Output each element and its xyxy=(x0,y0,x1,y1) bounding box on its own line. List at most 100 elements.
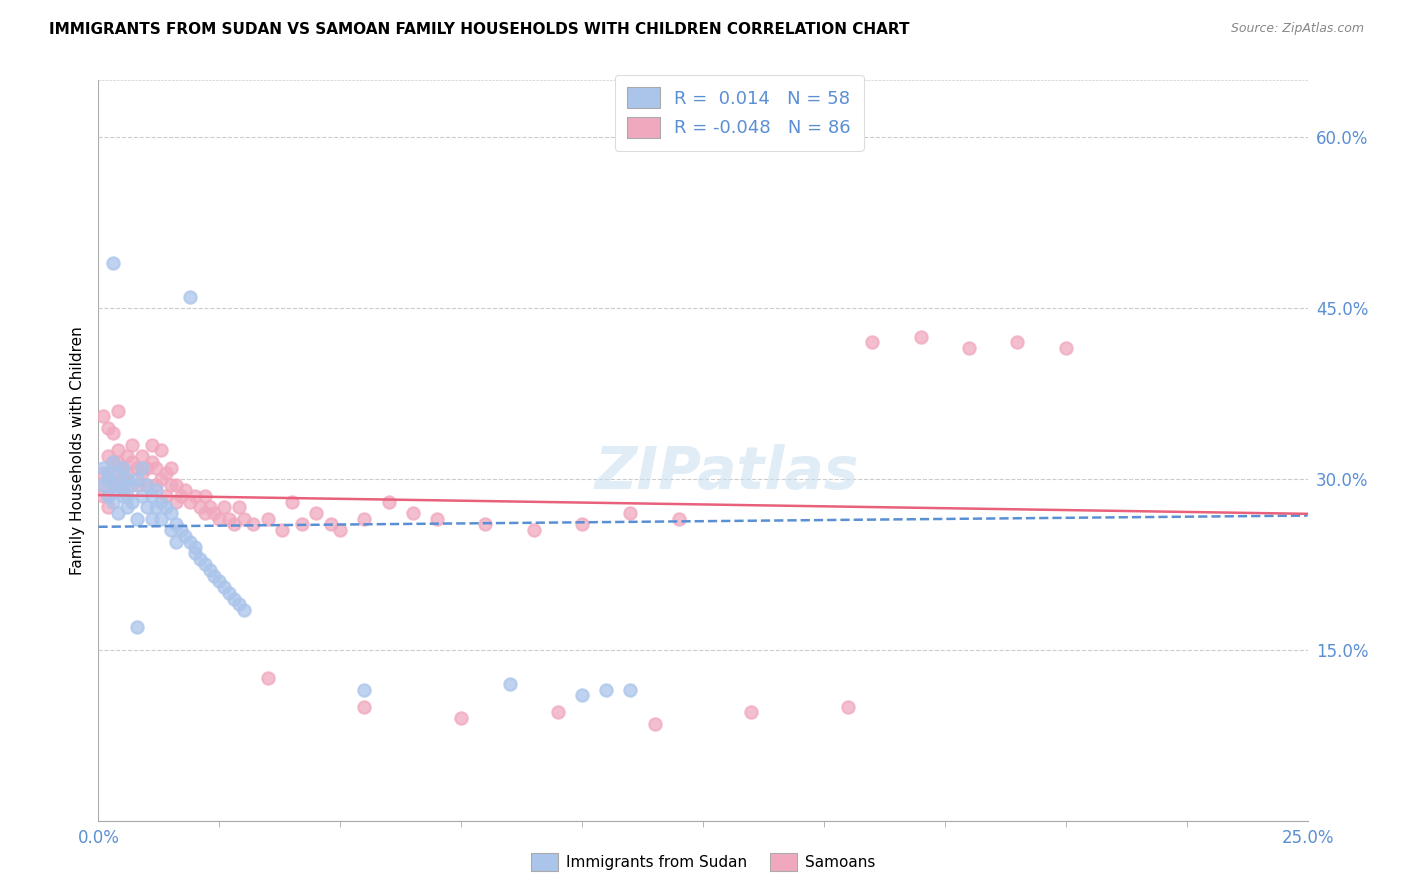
Point xyxy=(155,489,177,503)
Point xyxy=(179,290,201,304)
Point xyxy=(97,489,120,503)
Point xyxy=(498,677,520,691)
Point xyxy=(101,477,124,491)
Point xyxy=(117,449,139,463)
Point xyxy=(160,460,183,475)
Point xyxy=(198,500,221,515)
Point xyxy=(212,500,235,515)
Point xyxy=(131,449,153,463)
Point xyxy=(222,591,245,606)
Point xyxy=(860,335,883,350)
Point xyxy=(101,455,124,469)
Legend: Immigrants from Sudan, Samoans: Immigrants from Sudan, Samoans xyxy=(524,847,882,877)
Point xyxy=(127,472,149,486)
Point xyxy=(174,483,197,498)
Point xyxy=(169,489,191,503)
Point xyxy=(131,467,153,481)
Point xyxy=(135,477,157,491)
Point xyxy=(97,489,120,503)
Point xyxy=(1054,341,1077,355)
Point xyxy=(218,512,240,526)
Point xyxy=(668,512,690,526)
Point xyxy=(571,517,593,532)
Y-axis label: Family Households with Children: Family Households with Children xyxy=(69,326,84,574)
Point xyxy=(135,500,157,515)
Point xyxy=(150,443,173,458)
Point xyxy=(97,467,120,481)
Point xyxy=(353,699,375,714)
Point xyxy=(141,512,163,526)
Point xyxy=(127,512,149,526)
Point xyxy=(204,506,226,520)
Point xyxy=(107,506,129,520)
Point xyxy=(174,529,197,543)
Point xyxy=(97,472,120,486)
Point xyxy=(740,706,762,720)
Point xyxy=(91,467,114,481)
Point xyxy=(111,460,134,475)
Point xyxy=(165,534,187,549)
Point xyxy=(150,512,173,526)
Point xyxy=(107,467,129,481)
Point xyxy=(131,460,153,475)
Point xyxy=(97,420,120,434)
Point xyxy=(242,517,264,532)
Point xyxy=(107,403,129,417)
Point xyxy=(208,574,231,589)
Point xyxy=(145,500,167,515)
Point xyxy=(101,477,124,491)
Point xyxy=(101,477,124,491)
Point xyxy=(474,517,496,532)
Point xyxy=(101,455,124,469)
Point xyxy=(228,597,250,611)
Point xyxy=(121,455,143,469)
Point xyxy=(111,483,134,498)
Point xyxy=(135,477,157,491)
Point xyxy=(121,438,143,452)
Point xyxy=(232,512,254,526)
Point xyxy=(111,460,134,475)
Point xyxy=(644,716,666,731)
Point xyxy=(117,472,139,486)
Point xyxy=(426,512,449,526)
Point xyxy=(957,341,980,355)
Point xyxy=(169,523,191,537)
Point xyxy=(145,483,167,498)
Point xyxy=(101,467,124,481)
Point xyxy=(179,534,201,549)
Point xyxy=(256,512,278,526)
Point xyxy=(329,523,352,537)
Point xyxy=(290,517,312,532)
Point xyxy=(212,580,235,594)
Point xyxy=(145,460,167,475)
Point xyxy=(107,483,129,498)
Point xyxy=(111,489,134,503)
Point xyxy=(160,477,183,491)
Point xyxy=(184,541,207,555)
Point xyxy=(150,494,173,508)
Point xyxy=(319,517,342,532)
Point xyxy=(271,523,294,537)
Point xyxy=(194,506,217,520)
Point xyxy=(97,449,120,463)
Point xyxy=(101,426,124,441)
Point xyxy=(571,689,593,703)
Point xyxy=(91,409,114,424)
Point xyxy=(117,467,139,481)
Point xyxy=(165,517,187,532)
Point xyxy=(1007,335,1029,350)
Point xyxy=(97,472,120,486)
Point xyxy=(160,506,183,520)
Point xyxy=(402,506,425,520)
Point xyxy=(619,506,641,520)
Point xyxy=(194,558,217,572)
Point xyxy=(91,489,114,503)
Point xyxy=(155,467,177,481)
Point xyxy=(208,512,231,526)
Point xyxy=(121,477,143,491)
Point xyxy=(141,455,163,469)
Point xyxy=(188,551,211,566)
Point xyxy=(111,472,134,486)
Point xyxy=(523,523,546,537)
Point xyxy=(837,699,859,714)
